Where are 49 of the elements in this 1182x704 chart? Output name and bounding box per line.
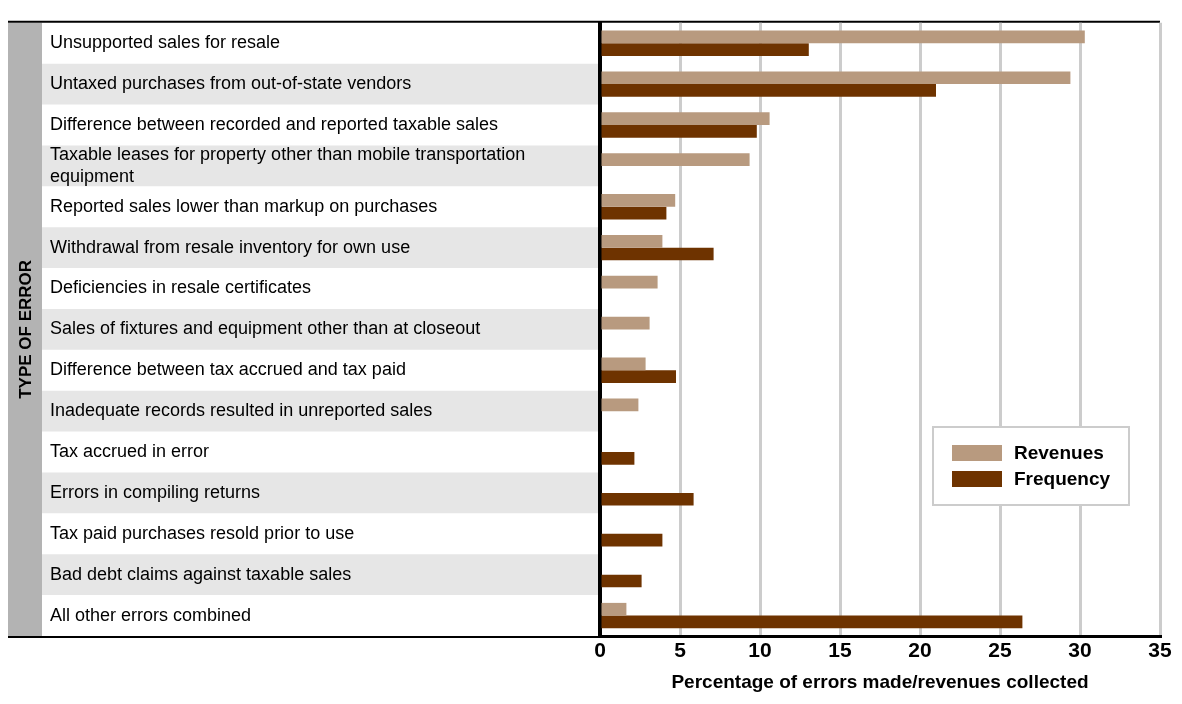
bar: [601, 370, 676, 383]
bar: [601, 194, 676, 207]
bar: [601, 153, 750, 166]
y-tick-label: Unsupported sales for resale: [50, 32, 281, 53]
y-axis-title: TYPE OF ERROR: [15, 259, 35, 399]
y-tick-label: Tax accrued in error: [50, 441, 210, 462]
legend-label: Revenues: [1014, 442, 1104, 464]
y-tick-label: Bad debt claims against taxable sales: [50, 563, 352, 584]
bar: [601, 492, 694, 506]
bar: [601, 452, 635, 465]
bar: [601, 357, 646, 371]
y-tick-label: Difference between recorded and reported taxable sales: [50, 113, 498, 134]
x-tick-label: 10: [748, 638, 772, 662]
y-tick-label: Deficiencies in resale certificates: [50, 277, 312, 298]
bar: [601, 206, 667, 220]
x-tick-label: 30: [1068, 638, 1092, 662]
x-tick-label: 20: [908, 638, 932, 662]
x-tick-label: 35: [1148, 638, 1172, 662]
x-tick-label: 15: [828, 638, 852, 662]
bar: [601, 71, 1071, 85]
bar: [601, 112, 770, 125]
y-tick-label: All other errors combined: [50, 604, 252, 625]
bar: [601, 615, 1023, 629]
y-tick-label: Withdrawal from resale inventory for own use: [50, 236, 411, 257]
bar: [601, 398, 639, 412]
y-tick-label: Tax paid purchases resold prior to use: [50, 522, 355, 543]
bar: [601, 316, 650, 330]
x-axis-title: Percentage of errors made/revenues collected: [671, 670, 1089, 692]
bar: [601, 574, 642, 588]
y-tick-label: Difference between tax accrued and tax paid: [50, 359, 406, 380]
bar: [601, 125, 757, 138]
y-tick-label: Taxable leases for property other than mobile transportation equipment: [50, 144, 526, 186]
bar: [601, 602, 627, 616]
bar: [601, 43, 809, 56]
bar: [601, 234, 663, 248]
bar: [601, 275, 658, 289]
legend-label: Frequency: [1014, 468, 1111, 490]
bar: [601, 533, 663, 547]
y-tick-label: Errors in compiling returns: [50, 481, 261, 502]
y-tick-label: Reported sales lower than markup on purchases: [50, 195, 438, 216]
y-tick-label: Sales of fixtures and equipment other than at closeout: [50, 318, 481, 339]
bar: [601, 30, 1085, 44]
y-tick-label: Inadequate records resulted in unreported sales: [50, 400, 433, 421]
y-tick-label: Untaxed purchases from out-of-state vendors: [50, 73, 412, 94]
x-tick-label: 25: [988, 638, 1012, 662]
x-tick-label: 5: [674, 638, 687, 662]
x-tick-label: 0: [594, 638, 606, 662]
bar: [601, 247, 714, 261]
bar: [601, 84, 936, 97]
